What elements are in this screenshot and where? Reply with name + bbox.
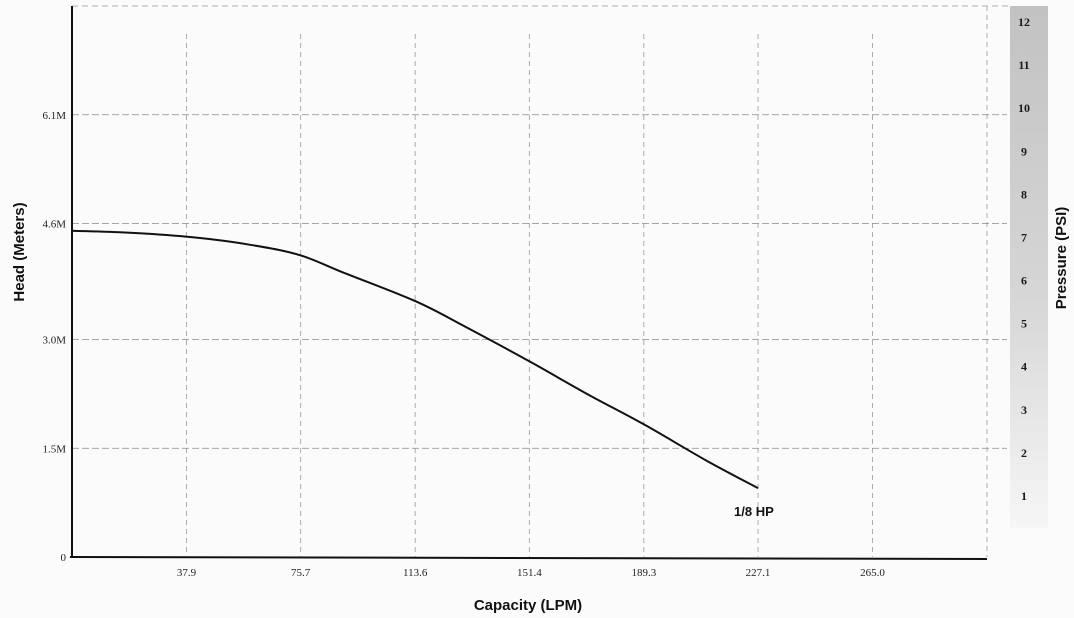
x-axis-title: Capacity (LPM)	[474, 597, 582, 614]
grid-lines	[72, 5, 1011, 557]
x-tick-label: 113.6	[403, 567, 428, 579]
x-axis-line	[69, 556, 988, 560]
y-tick-label: 1.5M	[42, 443, 66, 455]
y-tick-label: 3.0M	[42, 335, 66, 347]
x-tick-label: 189.3	[631, 567, 656, 579]
x-tick-label: 265.0	[860, 567, 885, 579]
y2-tick-label: 4	[1021, 360, 1027, 374]
series-line-1-8-hp	[71, 229, 759, 489]
series-group: 1/8 HP	[71, 229, 774, 519]
y2-axis-title: Pressure (PSI)	[1053, 207, 1070, 310]
y2-tick-label: 6	[1021, 274, 1027, 288]
x-tick-label: 37.9	[177, 567, 197, 579]
x-tick-labels: 37.9 75.7 113.6 151.4 189.3 227.1 265.0	[177, 567, 886, 579]
y2-tick-label: 10	[1018, 101, 1030, 115]
y2-tick-label: 8	[1021, 187, 1027, 201]
x-tick-label: 151.4	[517, 567, 542, 579]
y2-tick-label: 7	[1021, 230, 1027, 244]
y-tick-label: 0	[61, 552, 67, 564]
y-tick-labels: 0 1.5M 3.0M 4.6M 6.1M	[42, 110, 66, 564]
y2-tick-label: 11	[1018, 58, 1029, 72]
y2-tick-label: 2	[1021, 446, 1027, 460]
series-label: 1/8 HP	[734, 504, 774, 519]
y2-tick-label: 9	[1021, 144, 1027, 158]
y2-tick-label: 1	[1021, 489, 1027, 503]
y-tick-label: 4.6M	[42, 219, 66, 231]
y2-tick-label: 3	[1021, 403, 1027, 417]
y-tick-label: 6.1M	[42, 110, 66, 122]
x-tick-label: 75.7	[291, 567, 311, 579]
y2-tick-label: 12	[1018, 15, 1030, 29]
y-axis-title: Head (Meters)	[11, 202, 28, 301]
y2-tick-label: 5	[1021, 317, 1027, 331]
x-tick-label: 227.1	[746, 567, 771, 579]
psi-scale-band	[1010, 6, 1048, 528]
axes	[69, 6, 988, 560]
